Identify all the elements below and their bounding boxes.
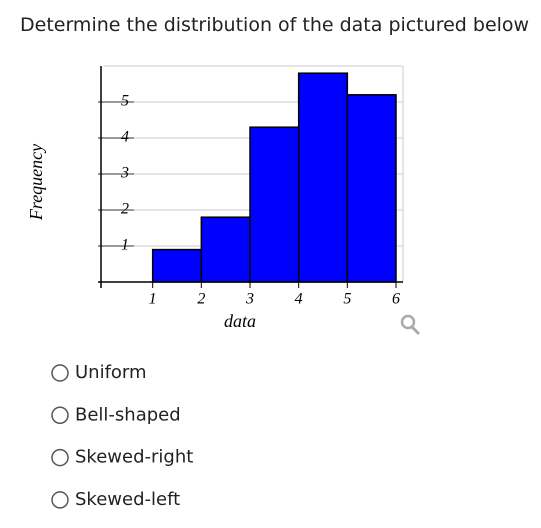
zoom-icon[interactable]: [400, 314, 421, 336]
bar: [346, 94, 397, 283]
option-label[interactable]: Bell-shaped: [75, 404, 181, 425]
x-axis-label: data: [224, 311, 256, 331]
option-label[interactable]: Skewed-right: [75, 447, 193, 468]
y-tick-label: 2: [121, 201, 129, 218]
option-label[interactable]: Uniform: [75, 362, 147, 383]
y-tick-label: 1: [121, 237, 129, 254]
zoom-handle[interactable]: [410, 325, 421, 336]
radio-button[interactable]: [51, 491, 69, 509]
y-tick-label: 5: [121, 93, 129, 110]
x-tick-label: 3: [245, 291, 254, 308]
zoom-lens[interactable]: [400, 314, 416, 330]
bar: [297, 72, 349, 283]
bar: [200, 216, 251, 283]
bar: [151, 248, 203, 283]
option-label[interactable]: Skewed-left: [75, 489, 180, 510]
radio-button[interactable]: [51, 364, 69, 382]
radio-button[interactable]: [51, 448, 69, 467]
y-tick-label: 3: [120, 165, 129, 182]
x-tick-label: 6: [392, 291, 400, 308]
y-tick-label: 4: [121, 129, 129, 146]
x-tick-label: 4: [295, 291, 303, 308]
question: Determine the distribution of the data p…: [20, 14, 529, 36]
y-axis-label: Frequency: [26, 144, 46, 221]
x-tick-label: 2: [197, 291, 205, 308]
x-tick-label: 1: [149, 291, 157, 308]
bar: [249, 126, 300, 283]
x-tick-label: 5: [343, 291, 351, 308]
radio-button[interactable]: [51, 406, 69, 425]
